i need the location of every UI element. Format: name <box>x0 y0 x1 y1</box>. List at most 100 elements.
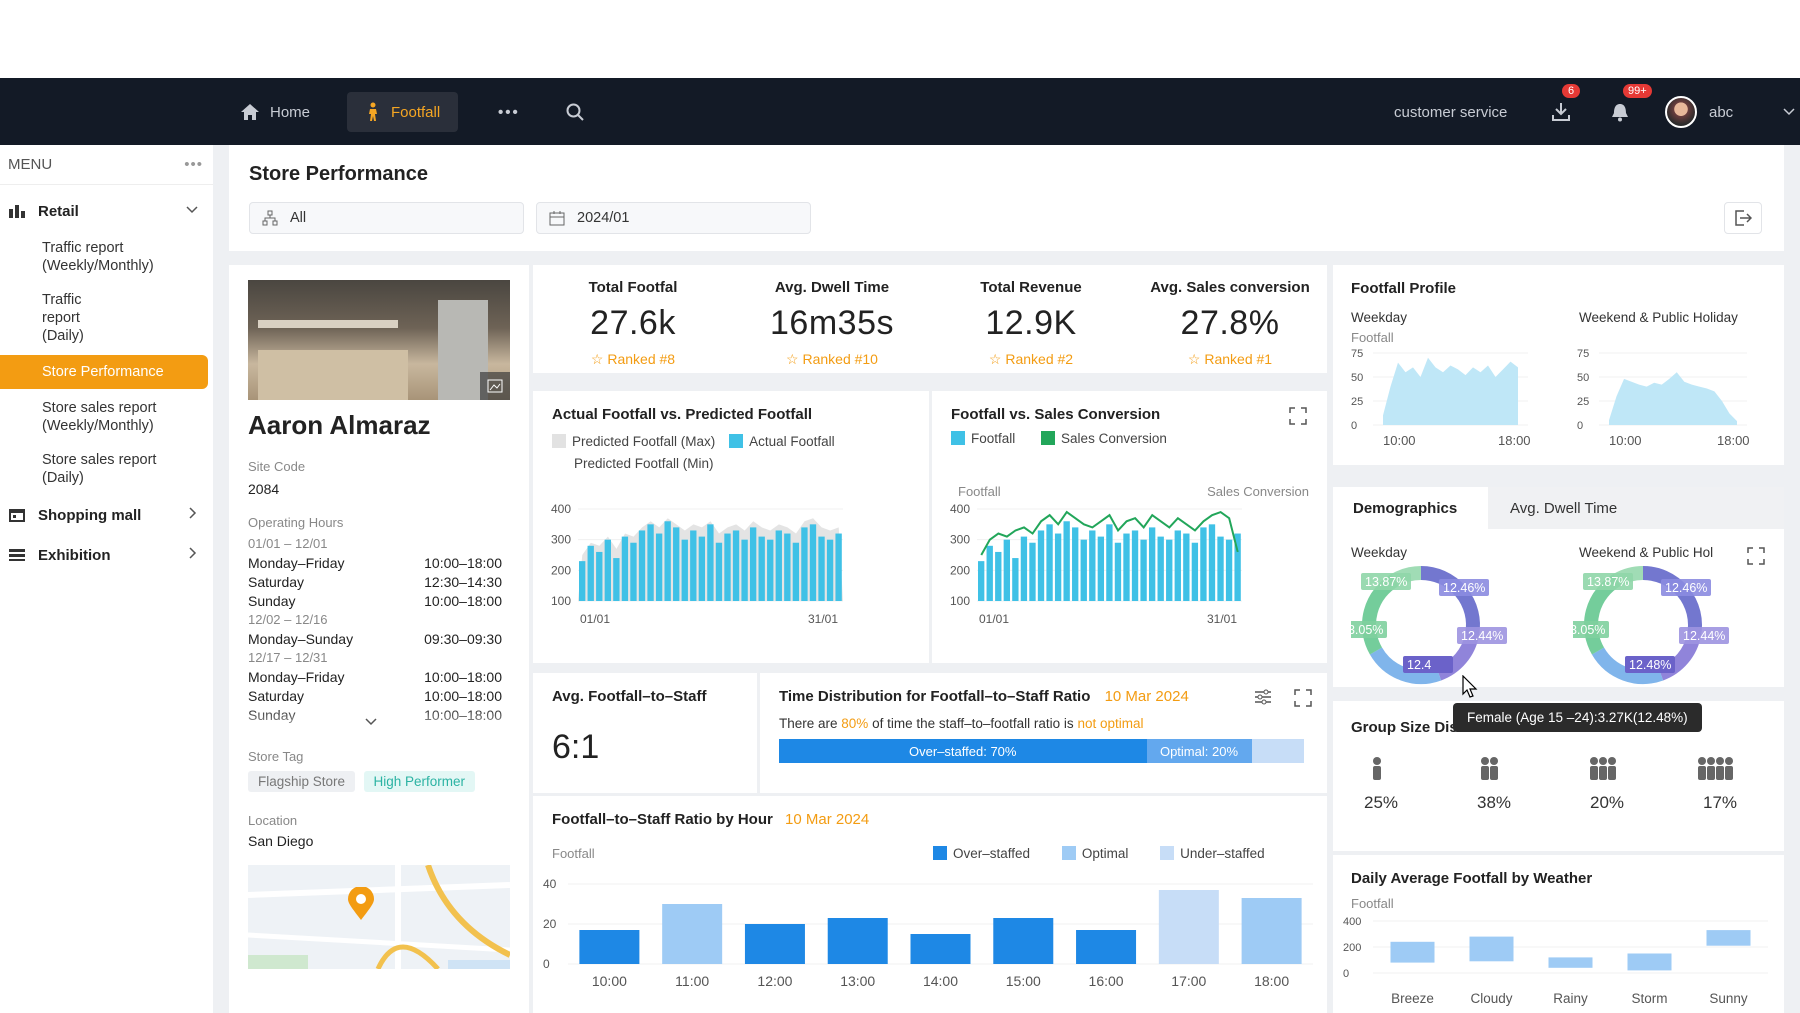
sidebar-item-store-sales-weekly[interactable]: Store sales report (Weekly/Monthly) <box>42 400 157 434</box>
legend-swatch <box>1041 431 1056 445</box>
location-value: San Diego <box>248 833 314 849</box>
people-group-icon <box>1589 757 1616 780</box>
footfall-vs-conversion-chart[interactable]: 400 300 200 100 01/01 31/01 <box>942 501 1322 656</box>
daily-bar <box>1063 521 1070 601</box>
y-axis-label: Footfall <box>1351 896 1394 911</box>
notifications-badge: 99+ <box>1623 84 1652 98</box>
tab-demographics[interactable]: Demographics <box>1333 487 1488 529</box>
sidebar-item-store-sales-daily[interactable]: Store sales report (Daily) <box>42 452 157 486</box>
date-filter[interactable]: 2024/01 <box>536 202 811 234</box>
weather-chart[interactable]: 400 200 0 Breeze Cloudy Rainy Storm Sunny <box>1343 913 1773 1008</box>
nav-more-button[interactable]: ••• <box>498 92 520 132</box>
legend-swatch <box>552 434 566 448</box>
sidebar-group-exhibition[interactable]: Exhibition <box>0 535 213 575</box>
hours-day: Monday–Friday <box>248 555 345 571</box>
weather-bar <box>1469 936 1514 962</box>
chart-legend: Over–staffed Optimal Under–staffed <box>933 846 1265 861</box>
over-staffed-segment[interactable]: Over–staffed: 70% <box>779 739 1147 763</box>
donut-label: 12.4 <box>1407 658 1431 672</box>
under-staffed-segment[interactable] <box>1251 739 1304 763</box>
weekend-profile-chart[interactable]: 75 50 25 0 10:00 18:00 <box>1569 345 1784 460</box>
user-name: abc <box>1709 103 1734 121</box>
mouse-cursor-icon <box>1462 675 1478 698</box>
x-tick-label: Cloudy <box>1470 991 1512 1006</box>
kpi-rank: ☆ Ranked #1 <box>1130 351 1330 368</box>
y-tick-label: 25 <box>1577 396 1589 408</box>
daily-bar <box>741 539 748 601</box>
group-size-item: 38% <box>1454 756 1534 813</box>
daily-bar <box>792 542 800 601</box>
sidebar: MENU ••• Retail Traffic report (Weekly/M… <box>0 145 213 1013</box>
sidebar-item-store-performance[interactable]: Store Performance <box>0 355 208 389</box>
card-date: 10 Mar 2024 <box>785 811 870 828</box>
weekday-profile-chart[interactable]: 75 50 25 0 10:00 18:00 <box>1343 345 1563 460</box>
bar-chart-icon <box>9 205 25 218</box>
daily-bar <box>1200 527 1207 601</box>
chevron-down-icon[interactable] <box>364 717 378 727</box>
hours-row: Monday–Friday 10:00–18:00 <box>248 669 502 688</box>
daily-bar <box>613 558 620 601</box>
store-filter[interactable]: All <box>249 202 524 234</box>
kpi-rank-text: Ranked #2 <box>1005 351 1074 367</box>
optimal-segment[interactable]: Optimal: 20% <box>1146 739 1252 763</box>
daily-bar <box>1157 536 1164 601</box>
expand-icon[interactable] <box>1294 689 1312 707</box>
expand-icon[interactable] <box>1289 407 1307 425</box>
hour-bar <box>1076 930 1137 964</box>
hours-period: 12/02 – 12/16 <box>248 612 328 627</box>
y-tick-label: 300 <box>950 533 970 547</box>
sidebar-item-traffic-weekly[interactable]: Traffic report (Weekly/Monthly) <box>42 240 154 274</box>
distribution-bar[interactable]: Over–staffed: 70% Optimal: 20% <box>779 739 1304 763</box>
group-size-row: 25% 38% 20% 17% <box>1333 756 1784 836</box>
people-group-icon <box>1372 757 1381 780</box>
sidebar-group-shopping-mall[interactable]: Shopping mall <box>0 495 213 535</box>
right-axis-label: Sales Conversion <box>1207 484 1309 499</box>
export-button[interactable] <box>1724 202 1762 234</box>
location-map[interactable] <box>248 865 510 969</box>
weekend-demographics-donut[interactable]: 13.87% 12.46% 13.05% 12.44% 12.48% <box>1573 565 1773 687</box>
demographics-card: Demographics Avg. Dwell Time Weekday Wee… <box>1333 487 1784 687</box>
nav-footfall[interactable]: Footfall <box>347 92 459 132</box>
calendar-icon <box>549 211 565 226</box>
donut-label: 12.44% <box>1683 629 1725 643</box>
daily-bar <box>673 527 680 601</box>
ratio-by-hour-chart[interactable]: 40 20 0 10:00 11:00 12:00 13:00 14:00 15:00 16:00… <box>543 866 1323 1006</box>
hours-row: Saturday 12:30–14:30 <box>248 574 502 593</box>
time-distribution-card: Time Distribution for Footfall–to–Staff … <box>760 673 1327 793</box>
daily-bar <box>681 539 688 601</box>
date-filter-value: 2024/01 <box>577 210 630 226</box>
kpi-rank: ☆ Ranked #2 <box>931 351 1131 368</box>
card-title-text: Time Distribution for Footfall–to–Staff … <box>779 688 1091 705</box>
sidebar-group-retail[interactable]: Retail <box>0 191 213 231</box>
daily-bar <box>1183 533 1190 601</box>
user-menu[interactable]: abc <box>1665 92 1800 132</box>
x-tick-label: 18:00 <box>1254 973 1289 989</box>
group-size-value: 17% <box>1702 793 1738 812</box>
tab-avg-dwell-time[interactable]: Avg. Dwell Time <box>1510 499 1618 517</box>
kpi-title: Avg. Dwell Time <box>774 279 890 296</box>
nav-home[interactable]: Home <box>240 92 310 132</box>
card-date: 10 Mar 2024 <box>1104 688 1189 705</box>
daily-bar <box>835 533 842 601</box>
menu-more-icon[interactable]: ••• <box>184 156 203 173</box>
daily-bar <box>784 533 791 601</box>
customer-service-link[interactable]: customer service <box>1394 92 1507 132</box>
page-title: Store Performance <box>249 163 428 185</box>
daily-bar <box>664 521 671 601</box>
download-button[interactable]: 6 <box>1550 84 1582 132</box>
donut-label: 12.48% <box>1629 658 1671 672</box>
profile-area <box>1609 372 1737 425</box>
search-button[interactable] <box>565 92 595 132</box>
weekday-demographics-donut[interactable]: 13.87% 12.46% 13.05% 12.44% 12.4 <box>1351 565 1551 687</box>
y-tick-label: 20 <box>543 917 557 931</box>
chevron-right-icon <box>189 507 197 519</box>
expand-icon[interactable] <box>1747 547 1765 565</box>
actual-vs-predicted-chart[interactable]: 400 300 200 100 01/01 31/01 <box>543 501 923 656</box>
y-axis-label: Footfall <box>552 846 595 861</box>
filter-settings-icon[interactable] <box>1254 689 1272 705</box>
image-edit-icon[interactable] <box>480 372 510 400</box>
site-code-value: 2084 <box>248 481 280 497</box>
notifications-button[interactable]: 99+ <box>1609 84 1652 132</box>
sidebar-item-traffic-daily[interactable]: Traffic report (Daily) <box>42 292 84 344</box>
x-tick-label: 11:00 <box>675 973 709 989</box>
